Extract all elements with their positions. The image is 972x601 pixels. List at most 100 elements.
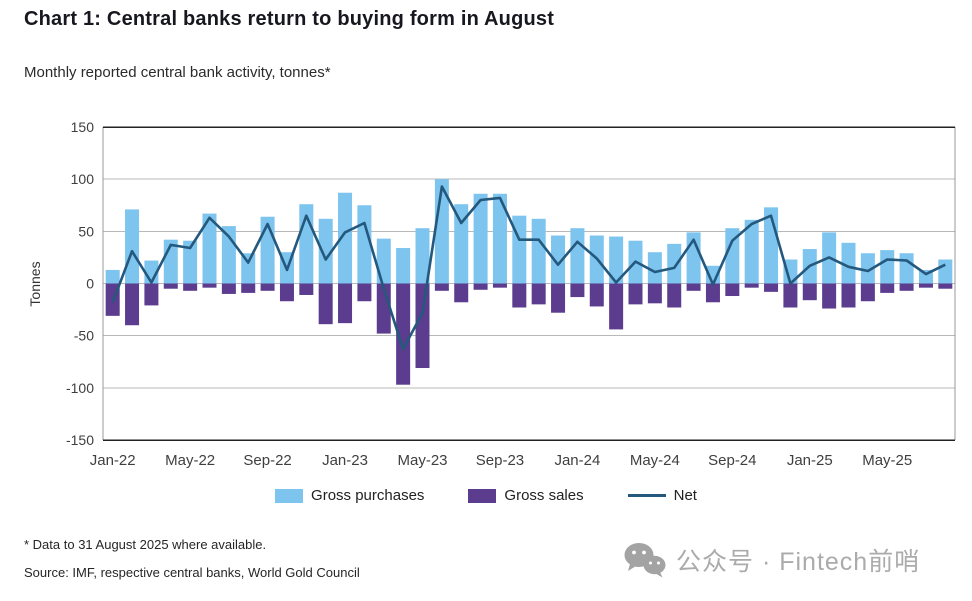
gross-sales-bar	[454, 283, 469, 303]
x-tick-label: Jan-25	[787, 452, 833, 469]
gross-purchases-bar	[551, 235, 566, 284]
y-tick-label: -100	[66, 380, 94, 396]
chart-subtitle: Monthly reported central bank activity, …	[24, 64, 331, 81]
gross-sales-bar	[667, 283, 682, 308]
gross-sales-bar	[589, 283, 604, 307]
gross-purchases-bar	[860, 253, 875, 284]
y-tick-label: 0	[86, 276, 94, 292]
x-tick-label: Jan-24	[554, 452, 600, 469]
legend-label-gross-purchases: Gross purchases	[311, 487, 425, 504]
gross-sales-bar	[647, 283, 662, 304]
gross-sales-bar	[357, 283, 372, 302]
gross-sales-bar	[434, 283, 449, 291]
gross-sales-bar	[492, 283, 507, 288]
gross-sales-bar	[163, 283, 178, 289]
gross-sales-bar	[202, 283, 217, 288]
gross-sales-bar	[802, 283, 817, 301]
gross-purchases-bar	[570, 228, 585, 284]
x-tick-label: Sep-22	[243, 452, 291, 469]
chart-legend: Gross purchases Gross sales Net	[0, 487, 972, 504]
gross-purchases-bar	[531, 218, 546, 284]
gross-sales-bar	[918, 283, 933, 288]
watermark: 公众号 · Fintech前哨	[624, 542, 964, 578]
y-tick-label: -150	[66, 432, 94, 448]
gross-sales-bar	[318, 283, 333, 325]
page-title: Chart 1: Central banks return to buying …	[24, 8, 555, 30]
gross-purchases-bar	[667, 243, 682, 284]
gross-sales-bar	[551, 283, 566, 313]
gross-sales-bar	[183, 283, 198, 291]
legend-item-gross-purchases: Gross purchases	[275, 487, 424, 504]
gross-sales-bar	[531, 283, 546, 305]
wechat-icon	[624, 543, 666, 578]
x-tick-label: Sep-24	[708, 452, 756, 469]
gross-purchases-bar	[609, 236, 624, 284]
gross-purchases-bar	[338, 192, 353, 284]
watermark-text: 公众号 · Fintech前哨	[676, 548, 921, 576]
net-line	[111, 185, 946, 351]
gross-sales-bar	[899, 283, 914, 291]
gross-sales-bar	[764, 283, 779, 292]
gross-purchases-bar	[938, 259, 953, 284]
gross-purchases-bar	[647, 252, 662, 284]
gross-purchases-bar	[357, 205, 372, 284]
legend-label-net: Net	[673, 487, 697, 504]
x-tick-label: Jan-23	[322, 452, 368, 469]
x-tick-label: May-22	[165, 452, 215, 469]
gross-purchases-bar	[841, 242, 856, 284]
gross-sales-bar	[279, 283, 294, 302]
gross-purchases-bar	[318, 218, 333, 284]
gross-sales-bar	[221, 283, 236, 294]
gross-sales-bar	[880, 283, 895, 293]
gross-sales-bar	[841, 283, 856, 308]
net-line-swatch-icon	[627, 494, 666, 497]
gross-sales-bar	[473, 283, 488, 290]
x-tick-label: May-24	[630, 452, 680, 469]
legend-item-net: Net	[627, 487, 697, 504]
x-tick-label: May-23	[397, 452, 447, 469]
gross-sales-bar	[628, 283, 643, 305]
gross-sales-bar	[241, 283, 256, 293]
gross-sales-bar	[570, 283, 585, 298]
gross-sales-bar	[260, 283, 275, 291]
chart-footnote: * Data to 31 August 2025 where available…	[24, 537, 267, 552]
gross-purchases-bar	[454, 204, 469, 284]
gross-purchases-bar	[725, 228, 740, 284]
y-tick-label: 50	[78, 223, 94, 239]
gross-purchases-bar	[202, 213, 217, 284]
legend-item-gross-sales: Gross sales	[468, 487, 584, 504]
gross-sales-bar	[144, 283, 159, 306]
gross-sales-bar	[125, 283, 140, 326]
y-axis-title: Tonnes	[27, 261, 43, 306]
gross-purchases-bar	[105, 269, 120, 284]
gross-sales-bar	[705, 283, 720, 303]
y-tick-label: 100	[71, 171, 95, 187]
gross-purchases-bar	[899, 253, 914, 284]
gross-sales-bar	[860, 283, 875, 302]
gross-sales-swatch-icon	[468, 488, 497, 503]
x-tick-label: Sep-23	[476, 452, 524, 469]
gross-purchases-bar	[241, 253, 256, 284]
gross-purchases-bar	[125, 209, 140, 284]
gross-sales-bar	[609, 283, 624, 330]
gross-sales-bar	[512, 283, 527, 308]
gross-sales-bar	[725, 283, 740, 297]
y-tick-label: 150	[71, 119, 95, 135]
legend-label-gross-sales: Gross sales	[504, 487, 584, 504]
gross-sales-bar	[338, 283, 353, 324]
gross-purchases-bar	[512, 215, 527, 284]
gross-purchases-bar	[396, 248, 411, 284]
gross-sales-bar	[686, 283, 701, 291]
gross-sales-bar	[299, 283, 314, 295]
y-tick-label: -50	[74, 328, 94, 344]
gross-purchases-bar	[783, 259, 798, 284]
gross-sales-bar	[415, 283, 430, 369]
gross-sales-bar	[783, 283, 798, 308]
gross-purchases-bar	[376, 238, 391, 284]
gross-sales-bar	[744, 283, 759, 288]
gross-sales-bar	[396, 283, 411, 385]
gross-purchases-bar	[492, 193, 507, 284]
gross-purchases-bar	[221, 226, 236, 284]
gross-purchases-bar	[183, 240, 198, 284]
